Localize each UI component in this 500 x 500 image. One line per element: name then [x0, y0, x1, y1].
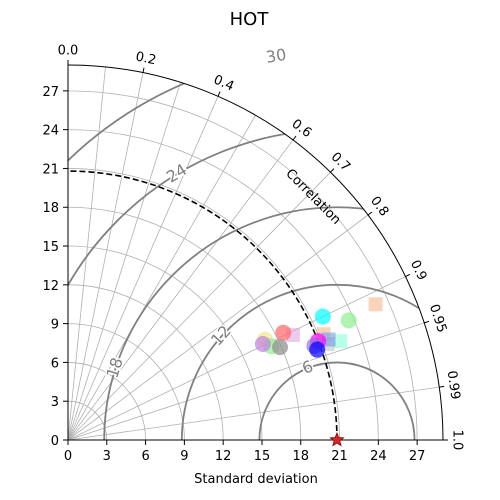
reference-std-arc — [67, 170, 338, 441]
corr-tick — [439, 385, 445, 388]
model-point-circle — [340, 312, 357, 329]
corr-gridline — [67, 139, 294, 441]
y-tick-label: 0 — [51, 434, 59, 449]
model-point-circle — [314, 308, 331, 325]
corr-tick — [330, 168, 335, 173]
grid-layer — [67, 66, 440, 441]
model-point-circle — [309, 341, 326, 358]
model-point-circle — [254, 335, 271, 352]
corr-gridline — [67, 214, 369, 441]
x-tick-label: 6 — [141, 449, 149, 464]
rms-contour-label: 12 — [207, 322, 235, 350]
corr-tick — [424, 320, 430, 324]
x-tick-label: 0 — [64, 449, 72, 464]
y-tick-label: 3 — [51, 395, 59, 410]
y-tick-label: 9 — [51, 318, 59, 333]
outer-arc — [67, 64, 444, 441]
corr-gridline — [67, 322, 425, 441]
y-tick-label: 21 — [42, 162, 59, 177]
std-grid-arc — [67, 245, 263, 441]
x-tick-label: 21 — [331, 449, 348, 464]
corr-tick-label: 0.95 — [426, 302, 449, 334]
std-grid-arc — [67, 206, 302, 441]
point-layer — [254, 297, 383, 447]
corr-tick-label: 1.0 — [450, 430, 465, 451]
y-tick-label: 24 — [42, 124, 59, 139]
corr-gridline — [67, 276, 406, 441]
corr-tick-label: 0.0 — [58, 44, 79, 59]
corr-gridline — [67, 72, 144, 441]
chart-title: HOT — [230, 9, 270, 30]
corr-tick-label: 0.6 — [289, 117, 315, 141]
rms-contour-label: 24 — [163, 160, 190, 187]
x-tick-label: 9 — [180, 449, 188, 464]
corr-gridline — [67, 115, 256, 441]
std-grid-arc — [67, 168, 340, 441]
y-tick-label: 6 — [51, 356, 59, 371]
y-tick-label: 27 — [42, 85, 59, 100]
model-point-circle — [272, 339, 289, 356]
x-tick-label: 12 — [215, 449, 232, 464]
corr-tick — [292, 135, 297, 141]
std-grid-arc — [67, 90, 418, 441]
rms-contour — [103, 206, 443, 440]
rms-contour-label: 30 — [265, 45, 288, 67]
corr-tick-label: 0.9 — [407, 258, 430, 283]
model-point-square — [368, 297, 383, 312]
rms-contour-label: 18 — [102, 355, 126, 380]
corr-gridline — [67, 171, 331, 441]
std-grid-arc — [67, 284, 224, 441]
corr-tick — [217, 91, 221, 97]
corr-tick — [405, 273, 411, 277]
y-tick-label: 15 — [42, 240, 59, 255]
x-tick-label: 27 — [409, 449, 426, 464]
corr-tick — [142, 67, 145, 73]
x-tick-label: 24 — [370, 449, 387, 464]
corr-tick-label: 0.99 — [444, 370, 463, 401]
std-grid-arc — [67, 323, 185, 441]
model-point-circle — [275, 324, 292, 341]
corr-tick — [367, 211, 373, 216]
reference-star-icon — [329, 431, 345, 447]
corr-gridline — [67, 66, 106, 441]
corr-tick-label: 0.4 — [211, 72, 236, 94]
corr-tick-label: 0.8 — [367, 194, 391, 220]
corr-gridline — [67, 82, 181, 441]
model-point-square — [333, 334, 348, 349]
x-tick-label: 3 — [103, 449, 111, 464]
corr-gridline — [67, 386, 440, 441]
y-tick-label: 18 — [42, 201, 59, 216]
y-tick-label: 12 — [42, 279, 59, 294]
x-tick-label: 18 — [292, 449, 309, 464]
corr-tick-label: 0.2 — [134, 49, 157, 68]
x-tick-label: 15 — [254, 449, 271, 464]
corr-gridline — [67, 96, 219, 441]
x-axis-label: Standard deviation — [194, 472, 318, 487]
